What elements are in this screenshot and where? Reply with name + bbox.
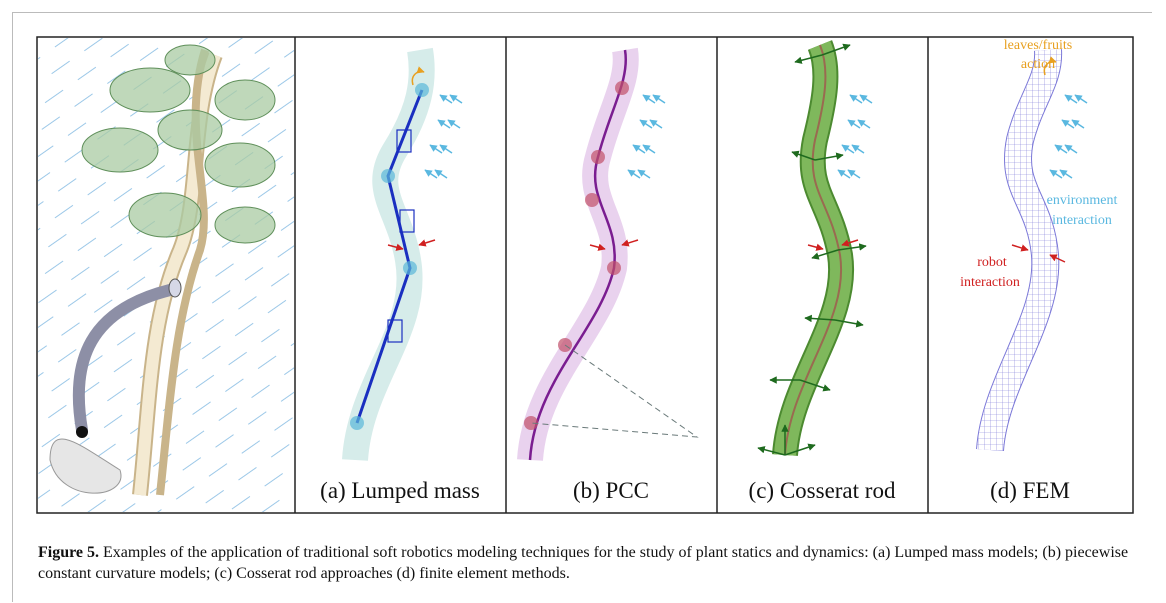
pcc-illustration: [517, 47, 699, 462]
panel-label: (b) PCC: [573, 478, 649, 503]
panel-label: (a) Lumped mass: [320, 478, 480, 503]
panel-label: (c) Cosserat rod: [749, 478, 896, 503]
figure: (a) Lumped mass (b) PCC (c) Cosserat rod…: [36, 36, 1134, 514]
fem-illustration: [976, 49, 1087, 452]
annotation: leaves/fruits: [1004, 38, 1072, 53]
panel-label: (d) FEM: [990, 478, 1070, 503]
lumped-mass-illustration: [342, 47, 462, 462]
panel-box: [36, 36, 1134, 514]
figure-frame: [12, 12, 1152, 602]
annotation: environment: [1047, 193, 1118, 208]
annotation: interaction: [1052, 213, 1112, 228]
annotation: interaction: [960, 275, 1020, 290]
caption-text: Examples of the application of tradition…: [38, 544, 1129, 582]
plant-illustration: [38, 38, 294, 512]
annotation: action: [1021, 57, 1055, 72]
caption-label: Figure 5.: [38, 544, 100, 561]
annotation: robot: [977, 255, 1007, 270]
cosserat-illustration: [757, 40, 872, 457]
caption: Figure 5. Examples of the application of…: [38, 542, 1143, 584]
panel-dividers: [294, 37, 929, 513]
